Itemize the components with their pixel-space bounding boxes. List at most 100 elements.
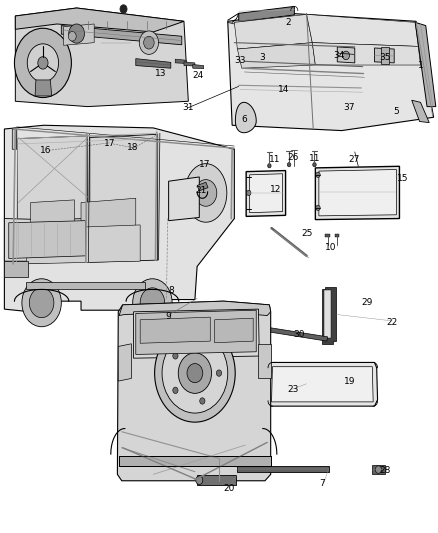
- Text: 27: 27: [348, 156, 360, 164]
- Polygon shape: [237, 466, 328, 472]
- Polygon shape: [169, 177, 199, 221]
- Circle shape: [187, 364, 203, 383]
- Circle shape: [316, 172, 320, 177]
- Circle shape: [268, 164, 271, 168]
- Text: 9: 9: [166, 312, 172, 320]
- Polygon shape: [140, 317, 210, 343]
- Circle shape: [316, 205, 320, 211]
- Polygon shape: [15, 8, 184, 32]
- Polygon shape: [4, 125, 234, 312]
- Text: 7: 7: [319, 479, 325, 488]
- Text: 16: 16: [40, 146, 52, 155]
- Polygon shape: [335, 234, 339, 237]
- Polygon shape: [175, 59, 186, 63]
- Circle shape: [173, 387, 178, 393]
- Circle shape: [287, 163, 291, 167]
- Circle shape: [196, 476, 203, 484]
- Polygon shape: [136, 59, 171, 68]
- Polygon shape: [270, 328, 328, 341]
- Polygon shape: [415, 22, 436, 107]
- Polygon shape: [228, 13, 434, 131]
- Text: 37: 37: [344, 103, 355, 112]
- Polygon shape: [18, 136, 88, 264]
- Polygon shape: [81, 198, 136, 232]
- Text: 24: 24: [193, 71, 204, 80]
- Circle shape: [120, 5, 127, 13]
- Text: 11: 11: [269, 156, 281, 164]
- Polygon shape: [64, 24, 94, 45]
- Polygon shape: [372, 465, 385, 474]
- Polygon shape: [136, 310, 256, 354]
- Polygon shape: [35, 80, 52, 96]
- Polygon shape: [322, 287, 336, 344]
- Polygon shape: [307, 14, 418, 46]
- Text: 8: 8: [168, 286, 174, 295]
- Circle shape: [68, 31, 76, 41]
- Polygon shape: [324, 290, 331, 338]
- Text: 34: 34: [333, 52, 344, 60]
- Polygon shape: [215, 318, 253, 343]
- Polygon shape: [9, 221, 85, 259]
- Polygon shape: [246, 171, 286, 216]
- Polygon shape: [381, 47, 389, 64]
- Circle shape: [14, 28, 71, 98]
- Circle shape: [200, 342, 205, 349]
- Text: 19: 19: [344, 377, 355, 385]
- Circle shape: [144, 36, 154, 49]
- Polygon shape: [374, 48, 394, 63]
- Text: 11: 11: [309, 154, 320, 163]
- Text: 14: 14: [278, 85, 290, 93]
- Circle shape: [162, 333, 228, 413]
- Polygon shape: [250, 174, 283, 213]
- Text: 23: 23: [287, 385, 298, 393]
- Text: 6: 6: [241, 116, 247, 124]
- Circle shape: [155, 324, 235, 422]
- Polygon shape: [412, 100, 429, 123]
- Polygon shape: [15, 8, 188, 107]
- Circle shape: [195, 180, 217, 206]
- Text: 17: 17: [104, 140, 115, 148]
- Polygon shape: [26, 225, 140, 264]
- Polygon shape: [134, 309, 259, 358]
- Text: 25: 25: [301, 229, 312, 238]
- Polygon shape: [31, 200, 74, 232]
- Circle shape: [343, 51, 350, 60]
- Text: 29: 29: [361, 298, 373, 307]
- Polygon shape: [119, 301, 271, 316]
- Circle shape: [247, 190, 251, 196]
- Text: 10: 10: [325, 244, 336, 252]
- Circle shape: [139, 31, 159, 54]
- Circle shape: [173, 353, 178, 359]
- Polygon shape: [240, 120, 248, 125]
- Polygon shape: [237, 43, 315, 68]
- Text: 21: 21: [195, 186, 206, 195]
- Polygon shape: [265, 362, 378, 406]
- Polygon shape: [312, 43, 420, 65]
- Polygon shape: [193, 64, 204, 69]
- Text: 1: 1: [417, 61, 424, 69]
- Polygon shape: [315, 166, 399, 220]
- Circle shape: [200, 398, 205, 404]
- Circle shape: [38, 56, 48, 69]
- Polygon shape: [272, 367, 373, 402]
- Circle shape: [216, 370, 222, 376]
- Polygon shape: [184, 62, 195, 66]
- Polygon shape: [117, 301, 271, 481]
- Polygon shape: [119, 456, 271, 466]
- Text: 26: 26: [288, 153, 299, 161]
- Polygon shape: [239, 6, 294, 21]
- Text: 2: 2: [286, 18, 291, 27]
- Text: 20: 20: [223, 484, 234, 493]
- Text: 35: 35: [379, 53, 390, 61]
- Circle shape: [22, 279, 61, 327]
- Text: 30: 30: [293, 330, 305, 338]
- Text: 3: 3: [259, 53, 265, 61]
- Text: 12: 12: [270, 185, 282, 193]
- Circle shape: [178, 353, 212, 393]
- Polygon shape: [235, 102, 256, 133]
- Polygon shape: [319, 169, 396, 216]
- Circle shape: [140, 288, 165, 318]
- Polygon shape: [118, 344, 131, 381]
- Polygon shape: [258, 344, 271, 378]
- Text: 31: 31: [183, 103, 194, 112]
